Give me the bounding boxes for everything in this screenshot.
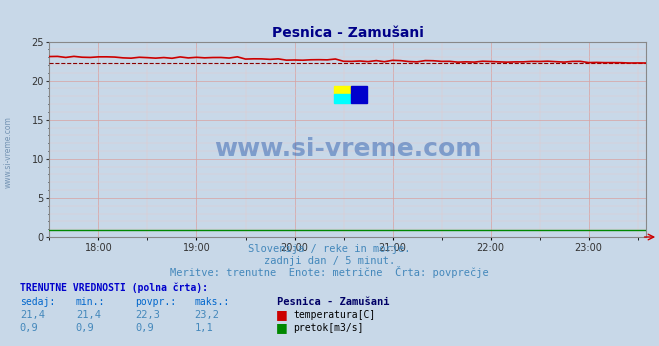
Bar <box>334 85 351 94</box>
Text: Meritve: trenutne  Enote: metrične  Črta: povprečje: Meritve: trenutne Enote: metrične Črta: … <box>170 266 489 278</box>
Text: maks.:: maks.: <box>194 297 229 307</box>
Text: temperatura[C]: temperatura[C] <box>293 310 376 320</box>
Text: Pesnica - Zamušani: Pesnica - Zamušani <box>277 297 389 307</box>
Text: zadnji dan / 5 minut.: zadnji dan / 5 minut. <box>264 256 395 266</box>
Text: 0,9: 0,9 <box>76 324 94 334</box>
Bar <box>334 94 351 103</box>
Text: www.si-vreme.com: www.si-vreme.com <box>214 137 481 161</box>
Text: povpr.:: povpr.: <box>135 297 176 307</box>
Text: pretok[m3/s]: pretok[m3/s] <box>293 324 364 334</box>
Text: 21,4: 21,4 <box>76 310 101 320</box>
Text: 1,1: 1,1 <box>194 324 213 334</box>
Text: ■: ■ <box>275 321 287 335</box>
Text: min.:: min.: <box>76 297 105 307</box>
Text: ■: ■ <box>275 308 287 321</box>
Text: 0,9: 0,9 <box>135 324 154 334</box>
Text: sedaj:: sedaj: <box>20 297 55 307</box>
Text: TRENUTNE VREDNOSTI (polna črta):: TRENUTNE VREDNOSTI (polna črta): <box>20 283 208 293</box>
Text: 21,4: 21,4 <box>20 310 45 320</box>
Text: www.si-vreme.com: www.si-vreme.com <box>3 116 13 188</box>
Text: Slovenija / reke in morje.: Slovenija / reke in morje. <box>248 244 411 254</box>
Title: Pesnica - Zamušani: Pesnica - Zamušani <box>272 26 424 40</box>
Text: 22,3: 22,3 <box>135 310 160 320</box>
Text: 0,9: 0,9 <box>20 324 38 334</box>
Bar <box>351 85 367 103</box>
Text: 23,2: 23,2 <box>194 310 219 320</box>
